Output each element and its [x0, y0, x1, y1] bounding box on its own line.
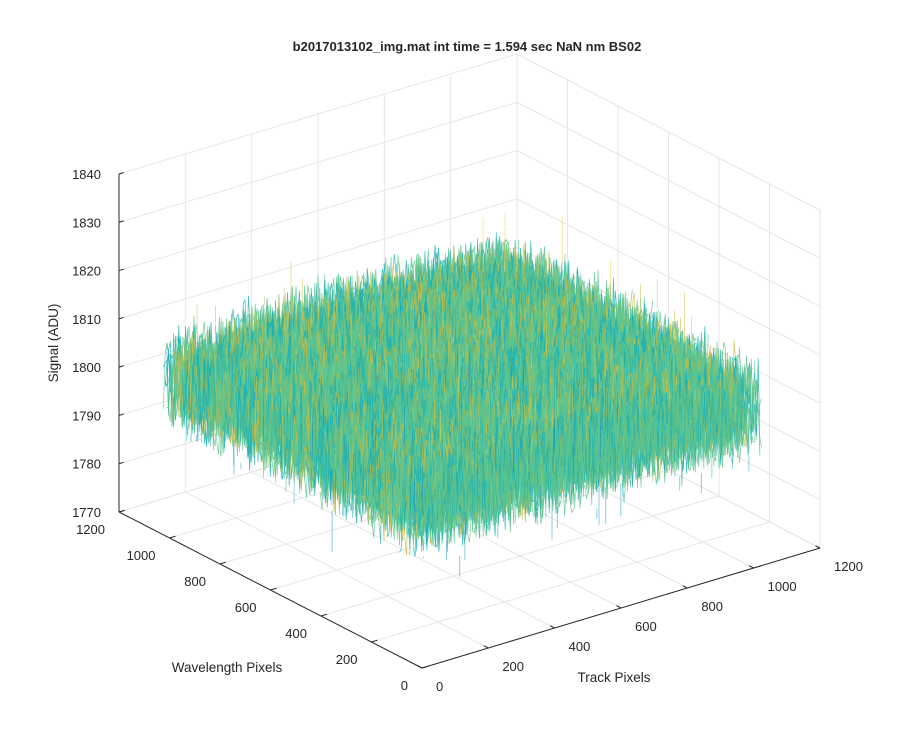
z-tick-label: 1840 [72, 167, 101, 182]
z-tick-label: 1770 [72, 505, 101, 520]
z-tick-label: 1780 [72, 457, 101, 472]
y-tick [320, 613, 328, 617]
right-wall-gridline [516, 101, 821, 259]
surface-row-line [421, 374, 762, 548]
x-tick [616, 605, 622, 609]
y-tick-label: 400 [285, 626, 307, 641]
x-tick-label: 1000 [768, 579, 797, 594]
x-tick [549, 625, 555, 629]
x-tick-label: 1200 [834, 559, 863, 574]
y-tick [219, 561, 227, 565]
z-tick [118, 220, 124, 223]
x-tick-label: 200 [502, 659, 524, 674]
y-tick-label: 1000 [127, 548, 156, 563]
surface-row-line [419, 378, 761, 546]
z-tick-label: 1790 [72, 408, 101, 423]
right-wall-gridline [516, 53, 821, 211]
z-tick [118, 316, 124, 320]
chart-title: b2017013102_img.mat int time = 1.594 sec… [293, 39, 642, 54]
z-tick [118, 461, 124, 465]
right-wall-gridline [516, 150, 821, 308]
y-axis-ticks: 0 200 400 600 800 1000 1200 [76, 509, 429, 693]
z-tick [118, 365, 124, 368]
z-tick [118, 268, 124, 272]
x-tick [748, 565, 754, 569]
y-tick [421, 665, 429, 669]
y-tick-label: 0 [401, 678, 408, 693]
y-tick-label: 200 [336, 652, 358, 667]
z-tick-label: 1820 [72, 264, 101, 279]
right-wall-gridline [516, 198, 821, 356]
x-axis-ticks: 0 200 400 600 800 1000 1200 [417, 545, 863, 694]
y-tick-label: 800 [184, 574, 206, 589]
y-tick-label: 1200 [76, 522, 105, 537]
x-tick-label: 0 [436, 679, 443, 694]
left-wall-gridline [118, 198, 518, 320]
x-tick-label: 600 [635, 619, 657, 634]
z-tick [118, 413, 124, 416]
x-axis-label: Track Pixels [577, 670, 650, 685]
z-tick [118, 510, 124, 513]
y-tick [270, 587, 277, 591]
y-tick [169, 535, 176, 539]
x-tick [417, 665, 423, 669]
left-wall-gridline [118, 101, 518, 223]
y-tick-label: 600 [235, 600, 257, 615]
floor-gridline [371, 521, 770, 643]
left-wall-gridline [118, 150, 518, 272]
z-tick-label: 1830 [72, 215, 101, 230]
surface-mesh [163, 213, 762, 577]
x-tick [682, 585, 688, 589]
x-tick-label: 400 [569, 639, 591, 654]
y-tick [371, 639, 378, 643]
z-axis-label: Signal (ADU) [46, 304, 61, 383]
x-tick [483, 645, 489, 649]
x-tick [815, 545, 821, 549]
z-tick-label: 1810 [72, 312, 101, 327]
floor-gridline [320, 495, 720, 617]
left-wall-gridline [118, 53, 518, 175]
x-tick-label: 800 [701, 599, 723, 614]
z-tick [118, 172, 124, 175]
z-axis-ticks: 1770 1780 1790 1800 1810 1820 1830 1840 [72, 167, 124, 520]
y-axis-label: Wavelength Pixels [172, 660, 283, 675]
z-tick-label: 1800 [72, 360, 101, 375]
